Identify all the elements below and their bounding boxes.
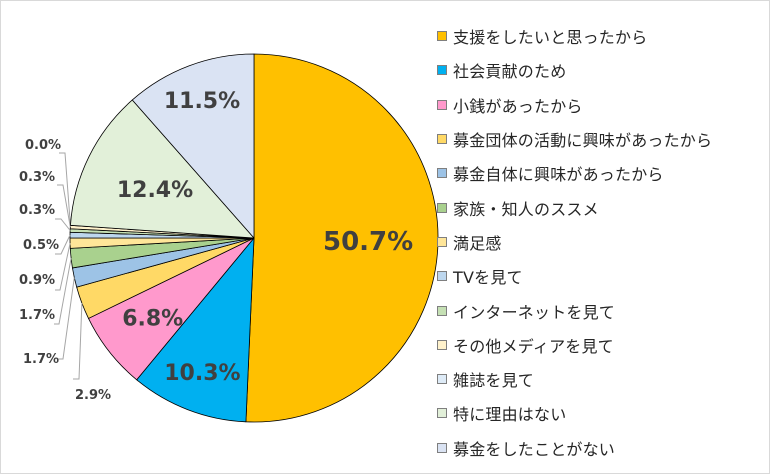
data-label: 1.7% xyxy=(23,352,59,367)
legend-swatch xyxy=(437,202,447,213)
data-label: 0.9% xyxy=(19,273,55,288)
legend-label: 募金団体の活動に興味があったから xyxy=(453,131,713,151)
legend-swatch xyxy=(437,408,447,419)
pie-slice-group: 2.9% xyxy=(73,237,255,403)
pie-slice xyxy=(136,237,255,423)
leader-line xyxy=(57,184,71,228)
pie-slice-group: 12.4% xyxy=(70,99,255,239)
leader-line xyxy=(73,302,83,380)
legend-label: 家族・知人のススメ xyxy=(453,199,599,219)
legend-swatch xyxy=(437,168,447,179)
legend-item: 満足感 xyxy=(437,225,712,259)
data-label: 0.3% xyxy=(19,203,55,218)
legend-swatch xyxy=(437,271,447,282)
legend-label: 支援をしたいと思ったから xyxy=(453,28,648,48)
pie-slice xyxy=(131,53,255,239)
legend-swatch xyxy=(437,442,447,453)
legend-item: TVを見て xyxy=(437,259,712,293)
data-label: 11.5% xyxy=(164,89,240,114)
pie-slice-group: 10.3% xyxy=(136,237,255,423)
legend-item: 雑誌を見て xyxy=(437,362,712,396)
data-label: 10.3% xyxy=(164,361,240,386)
leader-line xyxy=(57,277,75,360)
leader-line xyxy=(55,234,71,255)
legend-item: 社会貢献のため xyxy=(437,53,712,87)
legend-item: 支援をしたいと思ったから xyxy=(437,19,712,53)
pie-slice-group: 0.0% xyxy=(25,138,71,226)
legend-item: その他メディアを見て xyxy=(437,328,712,362)
data-label: 1.7% xyxy=(19,308,55,323)
legend-label: 特に理由はない xyxy=(453,405,567,425)
data-label: 0.3% xyxy=(19,170,55,185)
legend-item: 小銭があったから xyxy=(437,88,712,122)
legend-swatch xyxy=(437,31,447,42)
legend-swatch xyxy=(437,374,447,385)
legend-label: 雑誌を見て xyxy=(453,371,535,391)
pie-slice-group: 11.5% xyxy=(131,53,255,239)
pie-slice-group: 50.7% xyxy=(245,53,439,423)
legend-item: インターネットを見て xyxy=(437,293,712,327)
legend-label: 社会貢献のため xyxy=(453,62,567,82)
legend-label: 募金をしたことがない xyxy=(453,439,616,459)
leader-line xyxy=(55,243,71,291)
legend-label: その他メディアを見て xyxy=(453,336,614,356)
legend-label: 募金自体に興味があったから xyxy=(453,165,664,185)
legend-item: 家族・知人のススメ xyxy=(437,190,712,224)
leader-line xyxy=(55,218,71,231)
legend-swatch xyxy=(437,339,447,350)
data-label: 6.8% xyxy=(122,307,183,332)
legend-label: 満足感 xyxy=(453,233,502,253)
legend-label: 小銭があったから xyxy=(453,96,583,116)
legend-swatch xyxy=(437,99,447,110)
legend-label: インターネットを見て xyxy=(453,302,616,322)
leader-line xyxy=(54,258,72,325)
legend-swatch xyxy=(437,65,447,76)
legend-item: 募金団体の活動に興味があったから xyxy=(437,122,712,156)
legend-swatch xyxy=(437,134,447,145)
legend-swatch xyxy=(437,305,447,316)
pie-slice-group: 1.7% xyxy=(23,237,255,367)
legend-item: 特に理由はない xyxy=(437,396,712,430)
legend-item: 募金自体に興味があったから xyxy=(437,156,712,190)
data-label: 12.4% xyxy=(117,178,193,203)
legend-swatch xyxy=(437,236,447,247)
legend-item: 募金をしたことがない xyxy=(437,431,712,465)
data-label: 0.5% xyxy=(23,238,59,253)
data-label: 2.9% xyxy=(75,388,111,403)
pie-slice xyxy=(70,99,255,239)
legend: 支援をしたいと思ったから 社会貢献のため 小銭があったから募金団体の活動に興味があっ… xyxy=(437,19,712,465)
data-label: 50.7% xyxy=(323,227,413,257)
leader-line xyxy=(59,152,71,226)
legend-label: TVを見て xyxy=(453,268,523,288)
data-label: 0.0% xyxy=(25,138,61,153)
